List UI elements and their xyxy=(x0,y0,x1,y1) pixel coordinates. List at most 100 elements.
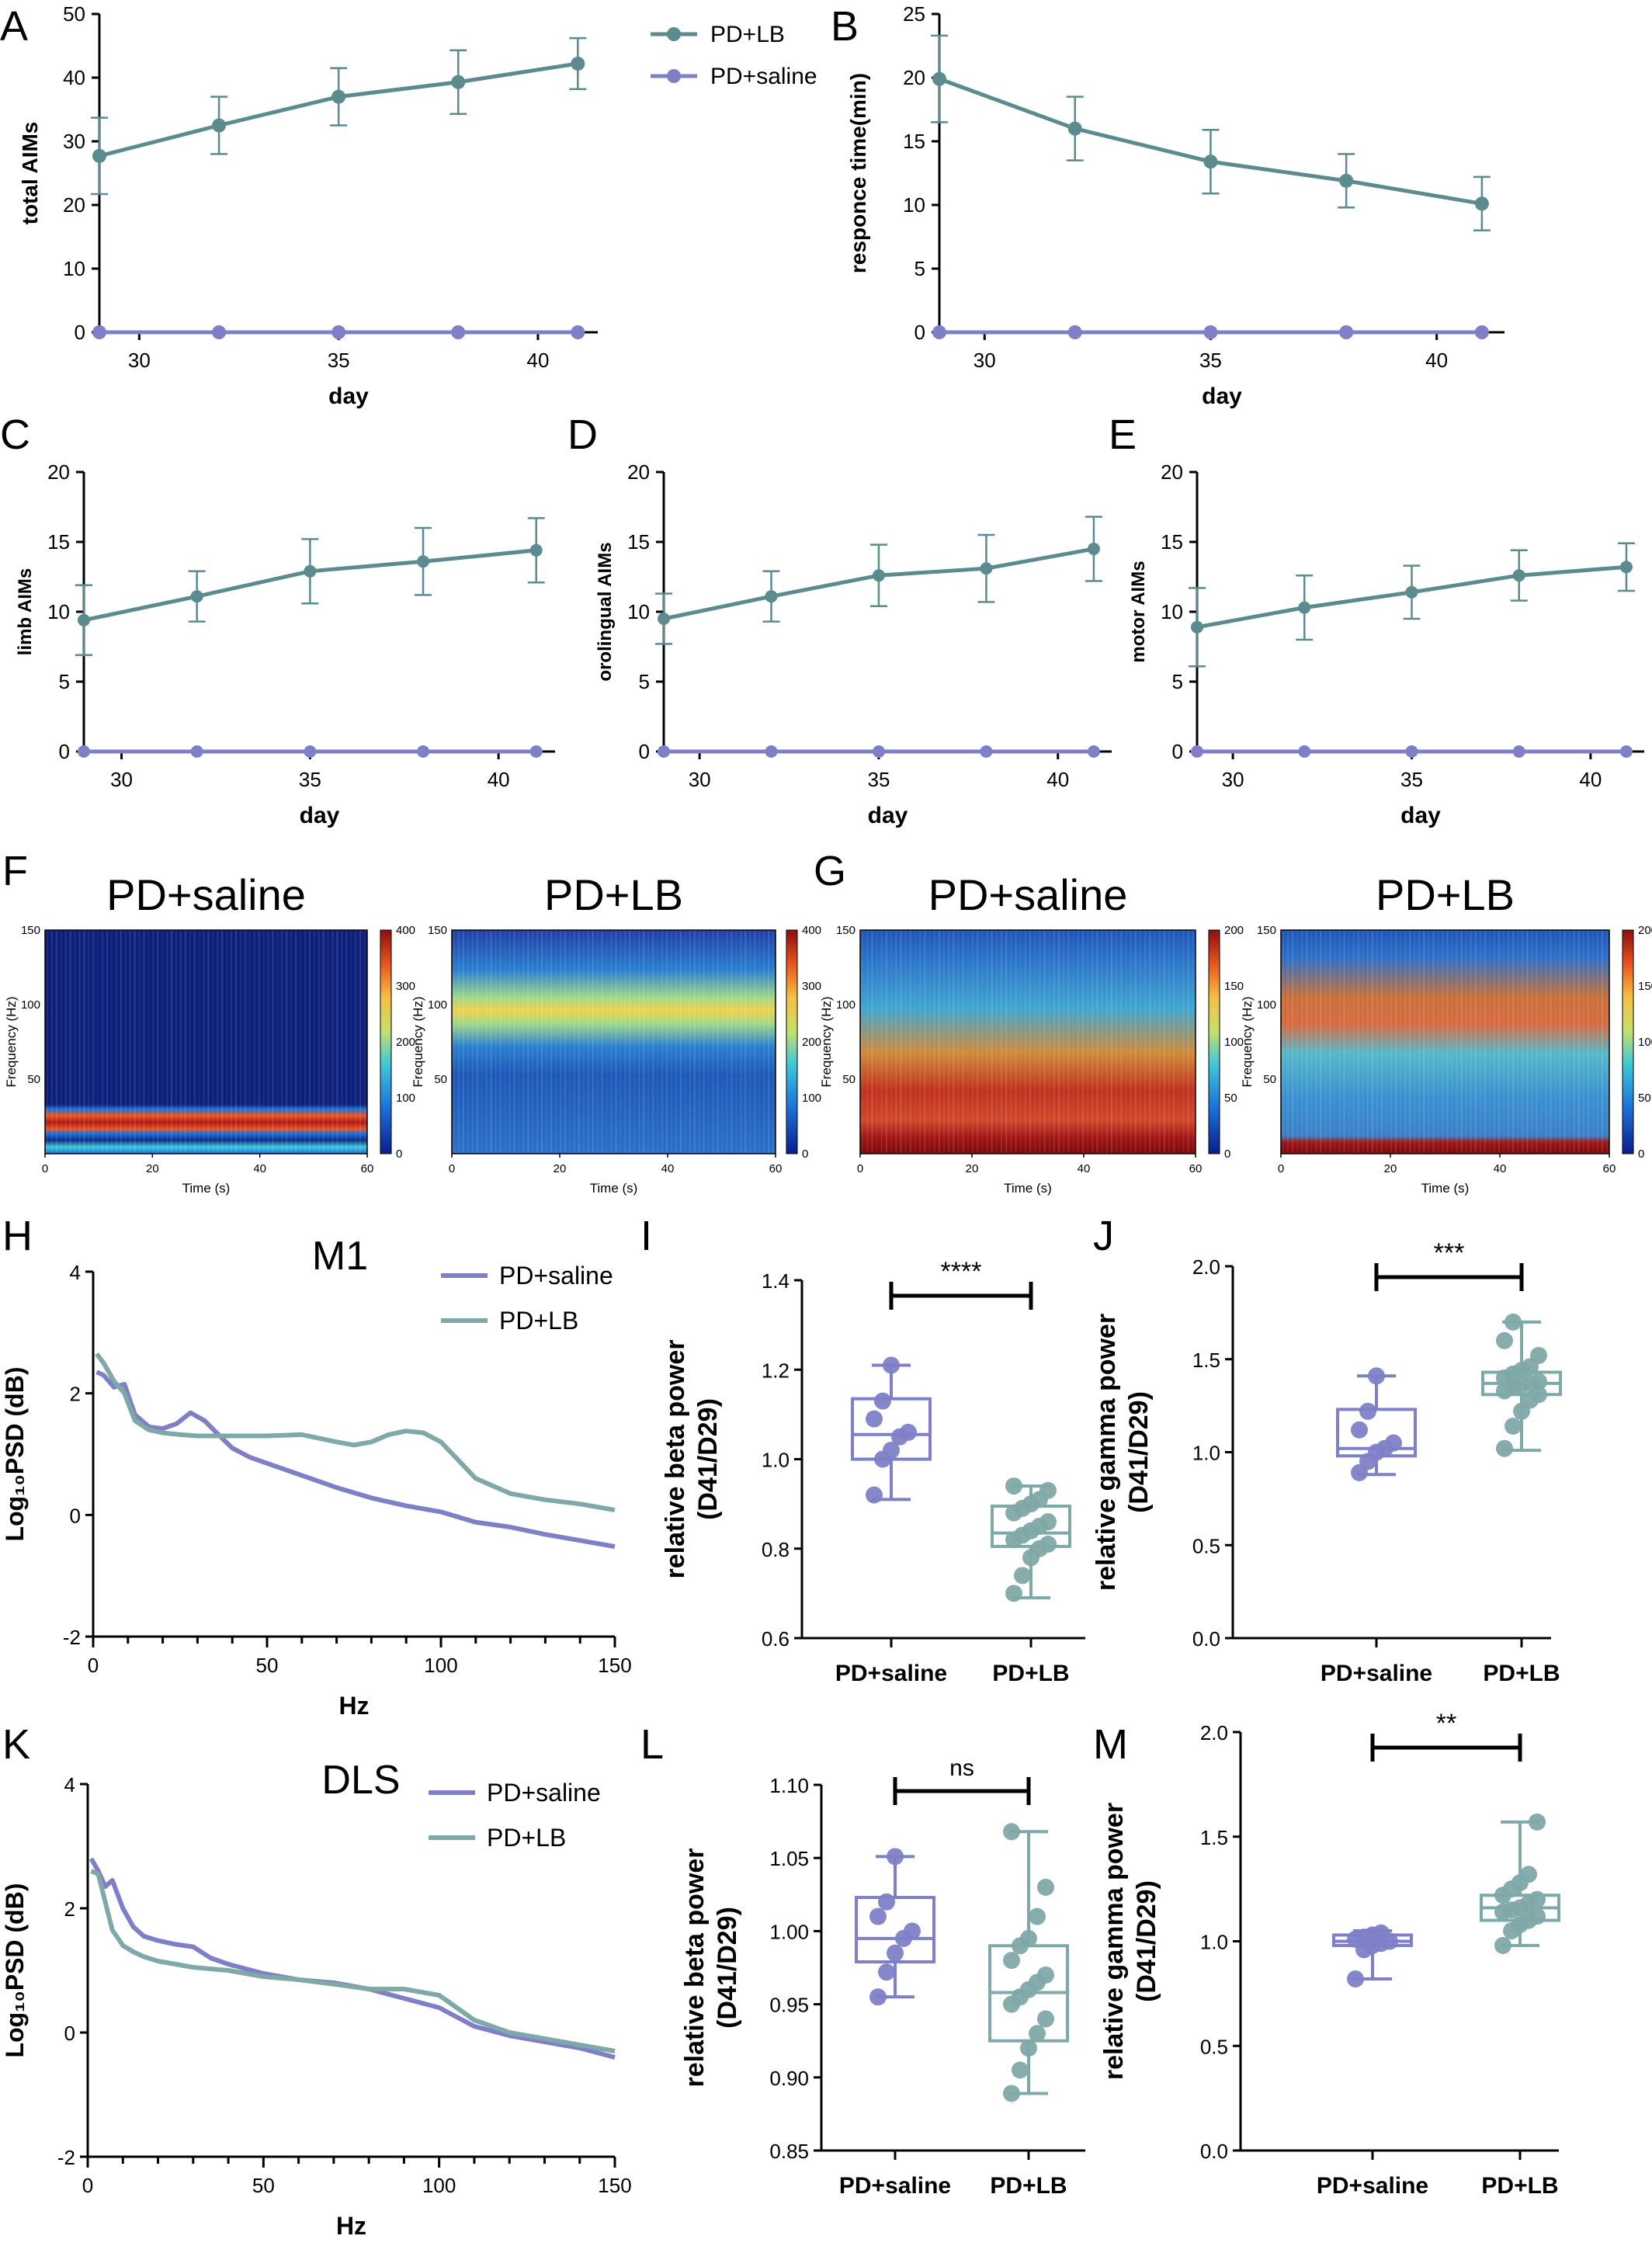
x-tick-label: PD+LB xyxy=(990,2173,1067,2199)
heatmap-title: PD+LB xyxy=(1376,870,1515,919)
colorbar-tick-label: 0 xyxy=(396,1147,402,1161)
panel-M-chart: 0.0 0.5 1.0 1.5 2.0 relative gamma power (D41/… xyxy=(1099,1709,1560,2199)
x-tick-label: 40 xyxy=(1579,768,1602,791)
colorbar-tick-label: 100 xyxy=(1224,1036,1244,1049)
y-tick-label: 100 xyxy=(836,998,856,1012)
significance-label: **** xyxy=(941,1257,982,1286)
x-axis-label: Hz xyxy=(336,2212,366,2240)
data-point xyxy=(887,1944,904,1962)
data-point xyxy=(92,148,106,163)
psd-line-1 xyxy=(95,1352,616,1513)
colorbar-tick-label: 400 xyxy=(802,924,821,937)
data-point xyxy=(331,325,346,339)
data-point xyxy=(1037,2010,1054,2028)
colorbar-tick-label: 200 xyxy=(1224,924,1244,937)
psd-line-1 xyxy=(90,1869,616,2053)
data-point xyxy=(1012,2061,1029,2079)
x-tick-label: 40 xyxy=(1078,1162,1091,1175)
data-point xyxy=(417,745,430,758)
data-point xyxy=(1474,325,1489,339)
data-point xyxy=(1003,1823,1020,1841)
colorbar-tick-label: 400 xyxy=(396,924,415,937)
y-axis-label: motor AIMs xyxy=(1128,561,1149,662)
data-point xyxy=(212,325,227,339)
y-tick-label: 1.0 xyxy=(1200,1931,1228,1954)
y-tick-label: 20 xyxy=(1161,460,1183,484)
colorbar-tick-label: 300 xyxy=(802,980,821,993)
x-tick-label: 30 xyxy=(974,349,996,372)
x-axis-label: day xyxy=(328,384,369,409)
data-point xyxy=(529,745,543,758)
colorbar-tick-label: 100 xyxy=(1638,1036,1652,1049)
data-point xyxy=(883,1356,900,1374)
colorbar-tick-label: 200 xyxy=(396,1036,415,1049)
heatmap-title: PD+saline xyxy=(106,870,306,919)
y-tick-label: 150 xyxy=(1257,924,1276,937)
data-point xyxy=(1003,1952,1020,1970)
panel-E-chart: 0 5 10 15 20 30 35 40 day motor AIMs xyxy=(1128,460,1644,828)
legend-marker-saline xyxy=(667,69,681,83)
y-axis-label: responce time(min) xyxy=(846,73,870,273)
x-tick-label: 0 xyxy=(449,1162,455,1175)
data-point xyxy=(1003,2085,1020,2102)
panel-C-chart: 0 5 10 15 20 30 35 40 day limb AIMs xyxy=(15,460,555,828)
y-tick-label: 2.0 xyxy=(1200,1721,1228,1744)
panel-J-chart: 0.0 0.5 1.0 1.5 2.0 relative gamma power (D41/… xyxy=(1092,1238,1562,1686)
spectrogram-image xyxy=(45,930,367,1154)
x-tick-label: PD+LB xyxy=(1483,1661,1560,1686)
data-point xyxy=(1496,1439,1513,1457)
x-tick-label: 40 xyxy=(253,1162,266,1175)
colorbar xyxy=(1208,929,1220,1154)
data-point xyxy=(1014,1567,1031,1585)
panel-D-chart: 0 5 10 15 20 30 35 40 day orolingual AIMs xyxy=(595,460,1112,828)
x-axis-label: day xyxy=(868,803,908,828)
y-tick-label: 15 xyxy=(47,530,70,554)
y-tick-label: 1.10 xyxy=(769,1774,809,1797)
data-point xyxy=(304,745,317,758)
y-tick-label: 1.0 xyxy=(762,1449,790,1472)
y-tick-label: 0 xyxy=(1172,740,1183,763)
data-point xyxy=(887,1848,904,1866)
y-tick-label: 30 xyxy=(63,130,85,153)
y-tick-label: 1.5 xyxy=(1192,1349,1220,1372)
data-point xyxy=(1347,1970,1364,1988)
data-point xyxy=(765,590,778,603)
plot-frame xyxy=(451,929,776,1154)
y-tick-label: 0.5 xyxy=(1192,1534,1220,1557)
data-point xyxy=(1530,1373,1547,1390)
x-tick-label: 0 xyxy=(1278,1162,1284,1175)
y-tick-label: 10 xyxy=(627,600,650,623)
x-axis-label: Time (s) xyxy=(1004,1181,1052,1196)
x-axis-label: Time (s) xyxy=(1421,1181,1470,1196)
x-tick-label: 35 xyxy=(328,349,350,372)
panel-label-G1: G xyxy=(814,848,846,894)
data-point xyxy=(1087,745,1100,758)
x-axis-label: Time (s) xyxy=(590,1181,638,1196)
y-tick-label: 40 xyxy=(63,66,85,89)
x-tick-label: 150 xyxy=(598,1654,631,1677)
plot-frame xyxy=(1280,929,1610,1154)
data-point xyxy=(529,543,543,557)
data-point xyxy=(190,745,203,758)
y-tick-label: 20 xyxy=(63,193,85,217)
data-point xyxy=(1530,1346,1547,1364)
y-tick-label: 2 xyxy=(70,1383,81,1406)
data-point xyxy=(878,1893,895,1911)
legend-label-1: PD+LB xyxy=(499,1307,578,1335)
panel-label-B: B xyxy=(831,3,859,50)
data-point xyxy=(878,1963,895,1981)
colorbar-tick-label: 200 xyxy=(802,1036,821,1049)
x-tick-label: 100 xyxy=(424,1654,457,1677)
data-point xyxy=(1037,1878,1054,1896)
data-point xyxy=(1203,154,1218,169)
colorbar-tick-label: 0 xyxy=(802,1147,808,1161)
x-tick-label: 60 xyxy=(769,1162,783,1175)
data-point xyxy=(331,89,346,104)
y-tick-label: 100 xyxy=(428,998,447,1012)
data-point xyxy=(900,1423,917,1441)
panel-label-F1: F xyxy=(2,848,28,894)
data-point xyxy=(1339,325,1354,339)
significance-label: ns xyxy=(949,1755,974,1781)
y-tick-label: 0.8 xyxy=(762,1538,790,1561)
x-tick-label: 40 xyxy=(488,768,510,791)
